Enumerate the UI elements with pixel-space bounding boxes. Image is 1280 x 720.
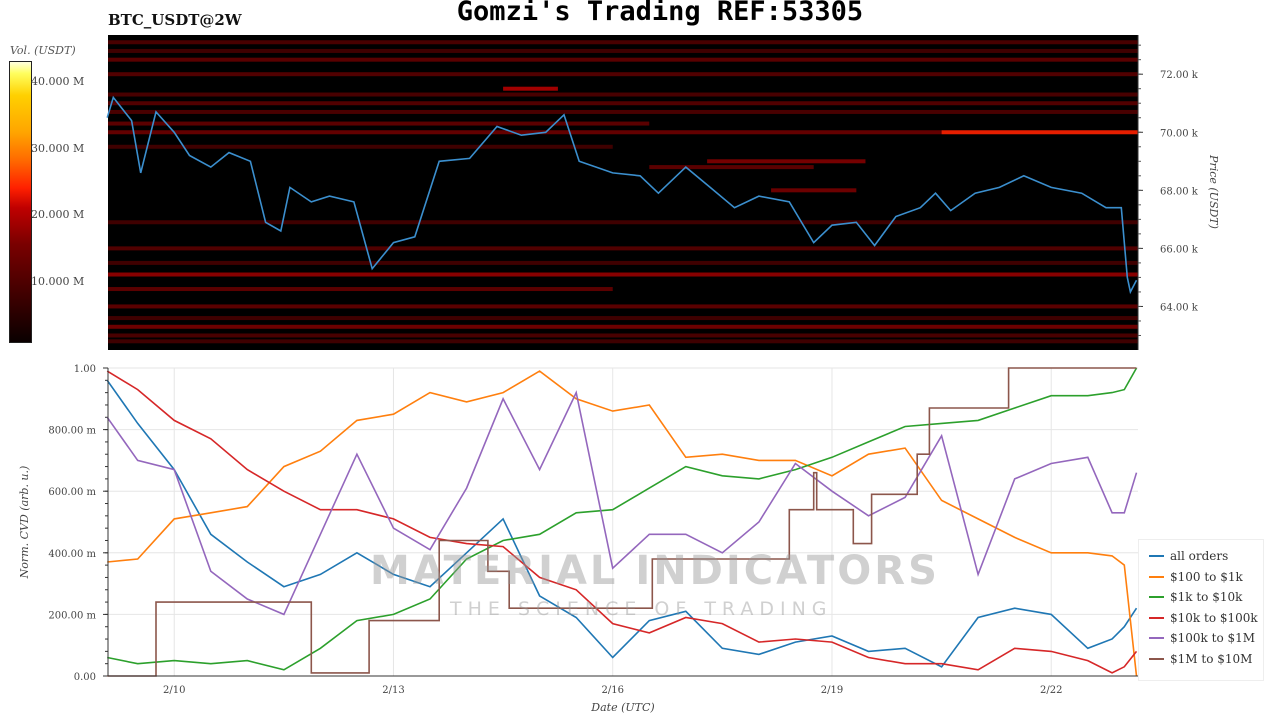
legend-swatch bbox=[1149, 575, 1164, 578]
legend-item[interactable]: $1M to $10M bbox=[1149, 652, 1252, 666]
legend-label: $100k to $1M bbox=[1170, 631, 1256, 645]
date-tick-label: 2/16 bbox=[601, 685, 623, 696]
colorbar-tick-label: 10.000 M bbox=[31, 275, 85, 288]
watermark-brand: MATERIAL INDICATORS bbox=[370, 548, 940, 594]
date-tick-label: 2/13 bbox=[382, 685, 404, 696]
heatmap-band bbox=[503, 86, 558, 91]
heatmap-band bbox=[108, 287, 613, 292]
heatmap-band bbox=[108, 92, 1138, 97]
price-tick-label: 72.00 k bbox=[1160, 70, 1199, 81]
date-tick-label: 2/22 bbox=[1040, 685, 1062, 696]
heatmap-band bbox=[108, 272, 1138, 277]
colorbar-tick-label: 40.000 M bbox=[31, 75, 85, 88]
colorbar-tick-label: 30.000 M bbox=[31, 141, 85, 155]
symbol-label: BTC_USDT@2W bbox=[108, 11, 242, 29]
legend-swatch bbox=[1149, 657, 1164, 660]
price-axis-title: Price (USDT) bbox=[1207, 154, 1220, 229]
heatmap-band bbox=[649, 165, 814, 170]
cvd-line--10k-to-100k bbox=[106, 370, 1138, 674]
legend-swatch bbox=[1149, 637, 1164, 639]
heatmap-band bbox=[108, 72, 1138, 77]
price-tick-label: 70.00 k bbox=[1160, 128, 1199, 139]
heatmap-band bbox=[108, 57, 1138, 62]
heatmap-band bbox=[108, 144, 613, 149]
legend: all orders $100 to $1k $1k to $10k $10k to … bbox=[1138, 539, 1264, 681]
cvd-tick-label: 600.00 m bbox=[48, 487, 96, 498]
colorbar-title: Vol. (USDT) bbox=[10, 44, 76, 57]
legend-label: $1k to $10k bbox=[1170, 590, 1243, 604]
heatmap-band bbox=[108, 220, 1138, 225]
cvd-line-all-orders bbox=[106, 379, 1138, 668]
cvd-tick-label: 200.00 m bbox=[48, 610, 96, 621]
price-tick-label: 66.00 k bbox=[1160, 244, 1199, 255]
watermark-tagline: THE SCIENCE OF TRADING bbox=[450, 598, 833, 620]
legend-label: $10k to $100k bbox=[1170, 610, 1258, 625]
heatmap-band bbox=[941, 130, 1138, 135]
heatmap-band bbox=[771, 188, 857, 193]
cvd-tick-label: 0.00 bbox=[74, 672, 96, 683]
heatmap-band bbox=[707, 159, 866, 164]
cvd-line--1k-to-10k bbox=[107, 367, 1138, 671]
heatmap-band bbox=[108, 304, 1138, 309]
colorbar bbox=[9, 61, 32, 343]
cvd-tick-label: 1.00 bbox=[74, 364, 96, 375]
legend-swatch bbox=[1149, 596, 1164, 598]
legend-swatch bbox=[1149, 616, 1164, 619]
price-tick-label: 64.00 k bbox=[1160, 302, 1199, 313]
heatmap-band bbox=[108, 121, 650, 126]
legend-item[interactable]: $100 to $1k bbox=[1149, 570, 1243, 584]
chart-title: Gomzi's Trading REF:53305 bbox=[456, 0, 864, 27]
cvd-line--100k-to-1m bbox=[106, 390, 1138, 616]
heatmap-band bbox=[108, 101, 1138, 106]
price-tick-label: 68.00 k bbox=[1160, 186, 1199, 197]
heatmap-band bbox=[108, 130, 942, 135]
legend-item[interactable]: $100k to $1M bbox=[1149, 631, 1255, 645]
cvd-tick-label: 400.00 m bbox=[48, 549, 96, 560]
price-line bbox=[106, 95, 1138, 295]
colorbar-tick-label: 20.000 M bbox=[31, 208, 85, 222]
legend-item[interactable]: $1k to $10k bbox=[1149, 590, 1242, 604]
heatmap-background bbox=[108, 35, 1138, 350]
legend-label: all orders bbox=[1170, 549, 1229, 563]
legend-item[interactable]: all orders bbox=[1149, 549, 1228, 563]
date-tick-label: 2/19 bbox=[821, 685, 843, 696]
legend-item[interactable]: $10k to $100k bbox=[1149, 611, 1258, 625]
heatmap-band bbox=[108, 246, 1138, 251]
heatmap-band bbox=[108, 339, 1138, 344]
heatmap-band bbox=[108, 316, 1138, 321]
cvd-tick-label: 800.00 m bbox=[48, 426, 96, 437]
legend-label: $1M to $10M bbox=[1170, 651, 1253, 666]
legend-label: $100 to $1k bbox=[1170, 569, 1243, 584]
date-tick-label: 2/10 bbox=[163, 685, 185, 696]
heatmap-band bbox=[108, 109, 1138, 114]
heatmap-band bbox=[108, 48, 1138, 53]
cvd-line--1m-to-10m bbox=[107, 367, 1137, 677]
heatmap-panel: 64.00 k 66.00 k 68.00 k 70.00 k 72.00 k Price… bbox=[106, 35, 1220, 350]
heatmap-band bbox=[108, 260, 1138, 265]
date-axis-title: Date (UTC) bbox=[590, 701, 654, 714]
legend-swatch bbox=[1149, 555, 1164, 557]
cvd-line--100-to-1k bbox=[107, 370, 1138, 677]
heatmap-band bbox=[108, 324, 1138, 329]
cvd-panel: 0.00 200.00 m 400.00 m 600.00 m 800.00 m 1.00… bbox=[18, 364, 1138, 714]
heatmap-band bbox=[108, 333, 1138, 338]
heatmap-band bbox=[108, 40, 1138, 45]
cvd-axis-title: Norm. CVD (arb. u.) bbox=[18, 466, 31, 580]
